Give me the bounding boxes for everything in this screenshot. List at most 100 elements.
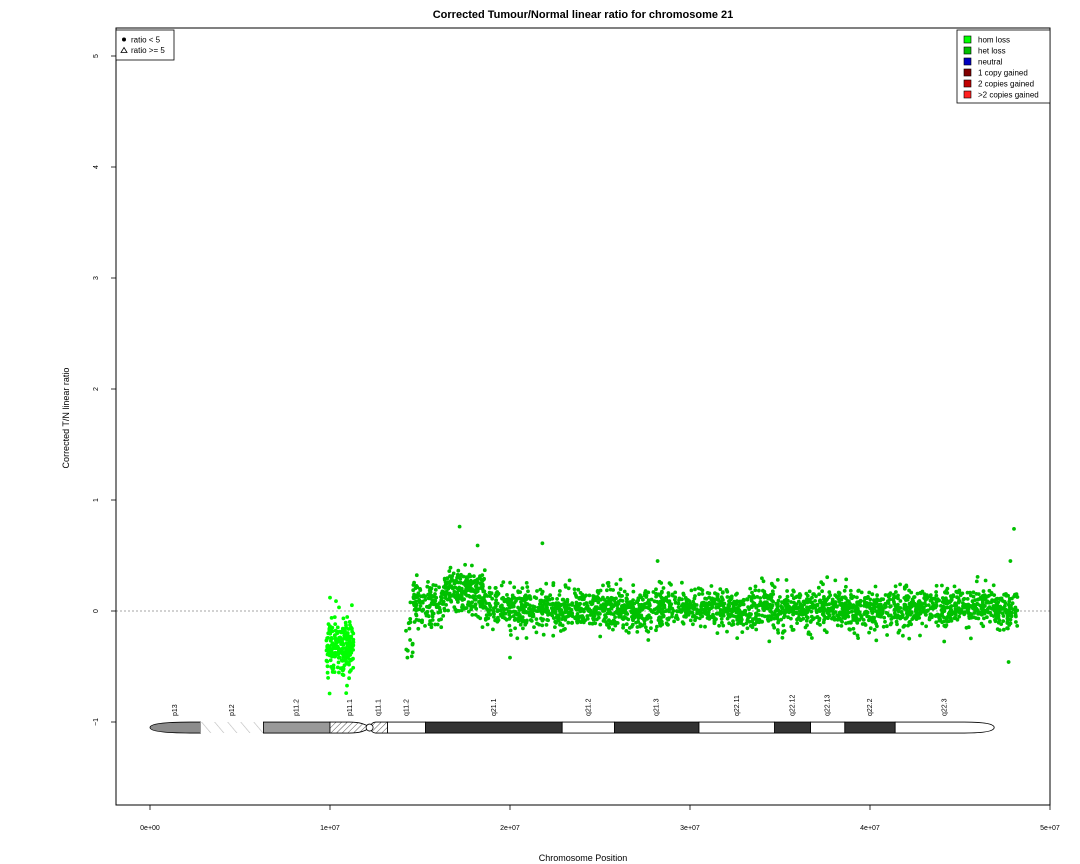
data-point [494, 598, 498, 603]
data-point [626, 600, 631, 605]
data-point [598, 588, 603, 593]
data-point [636, 609, 641, 614]
ideogram-band-q21-1 [425, 721, 563, 734]
data-point [800, 603, 805, 608]
data-point [821, 612, 826, 617]
data-point [720, 590, 725, 595]
data-point [836, 590, 841, 595]
data-point [328, 658, 333, 663]
data-point [576, 619, 581, 624]
data-point [939, 608, 944, 612]
data-point [967, 616, 972, 620]
data-point [818, 598, 823, 603]
data-point [670, 614, 674, 619]
data-point [852, 617, 856, 622]
data-point [874, 601, 879, 606]
data-point [975, 597, 980, 602]
data-point [431, 583, 436, 587]
data-point [529, 607, 533, 612]
data-point [485, 594, 490, 598]
data-point [700, 588, 705, 593]
data-point [522, 598, 527, 603]
data-point [613, 615, 617, 619]
data-point [934, 613, 938, 618]
data-point [460, 603, 465, 607]
data-point [446, 608, 450, 613]
data-point [669, 605, 673, 610]
data-point [343, 646, 348, 651]
data-point [999, 622, 1004, 626]
data-point [942, 623, 947, 628]
data-point [437, 605, 442, 610]
data-point [664, 621, 669, 626]
x-axis-label: Chromosome Position [539, 853, 628, 863]
data-point [875, 593, 879, 598]
data-point [535, 609, 540, 613]
data-point [504, 607, 509, 611]
data-points [324, 524, 1020, 696]
data-point [934, 620, 939, 625]
ideogram-band-q22-2 [844, 721, 896, 734]
data-point [646, 590, 651, 595]
data-point [1013, 607, 1018, 612]
data-point [541, 617, 545, 622]
data-point [895, 604, 899, 608]
data-point [704, 606, 708, 610]
data-point [544, 623, 549, 627]
data-point [690, 614, 695, 619]
data-point [491, 627, 495, 632]
data-point [430, 609, 434, 614]
data-point [672, 619, 676, 624]
data-point [622, 589, 627, 594]
data-point [441, 614, 446, 618]
data-point [557, 593, 562, 597]
data-point [450, 593, 455, 598]
data-point [1005, 616, 1010, 621]
data-point [447, 585, 452, 590]
data-point [791, 596, 796, 601]
data-point [588, 608, 593, 613]
data-point [786, 615, 790, 620]
data-point [553, 625, 557, 629]
data-point [902, 605, 907, 610]
data-point [700, 607, 705, 612]
data-point [524, 636, 529, 640]
ideogram-band-p11-2 [263, 721, 331, 734]
data-point [962, 596, 967, 601]
y-tick-label-2: 1 [93, 498, 100, 502]
data-point [681, 591, 686, 596]
data-point [775, 614, 780, 619]
data-point [939, 613, 943, 618]
data-point [545, 618, 549, 622]
data-point [337, 629, 342, 634]
data-point [425, 609, 430, 614]
data-point [1014, 614, 1018, 619]
data-point [996, 612, 1001, 616]
data-point [563, 615, 568, 620]
data-point [899, 610, 904, 614]
state-swatch-5 [963, 90, 972, 99]
data-point [621, 625, 625, 630]
data-point [721, 623, 726, 628]
data-point [709, 584, 714, 588]
data-point [792, 600, 796, 605]
data-point [928, 593, 933, 597]
data-point [715, 611, 719, 616]
data-point [341, 643, 346, 647]
data-point [741, 622, 746, 627]
data-point [587, 593, 592, 598]
data-point [918, 611, 923, 616]
data-point [325, 636, 330, 640]
data-point [882, 615, 887, 620]
data-point [482, 589, 487, 594]
data-point [879, 597, 884, 602]
data-point [658, 623, 663, 628]
data-point [894, 590, 898, 594]
data-point [350, 603, 354, 608]
data-point [993, 619, 998, 624]
data-point [608, 587, 613, 592]
data-point [952, 616, 957, 621]
state-swatch-3 [963, 68, 972, 77]
data-point [495, 609, 500, 614]
ideogram-label-q22-11: q22.11 [734, 695, 741, 716]
